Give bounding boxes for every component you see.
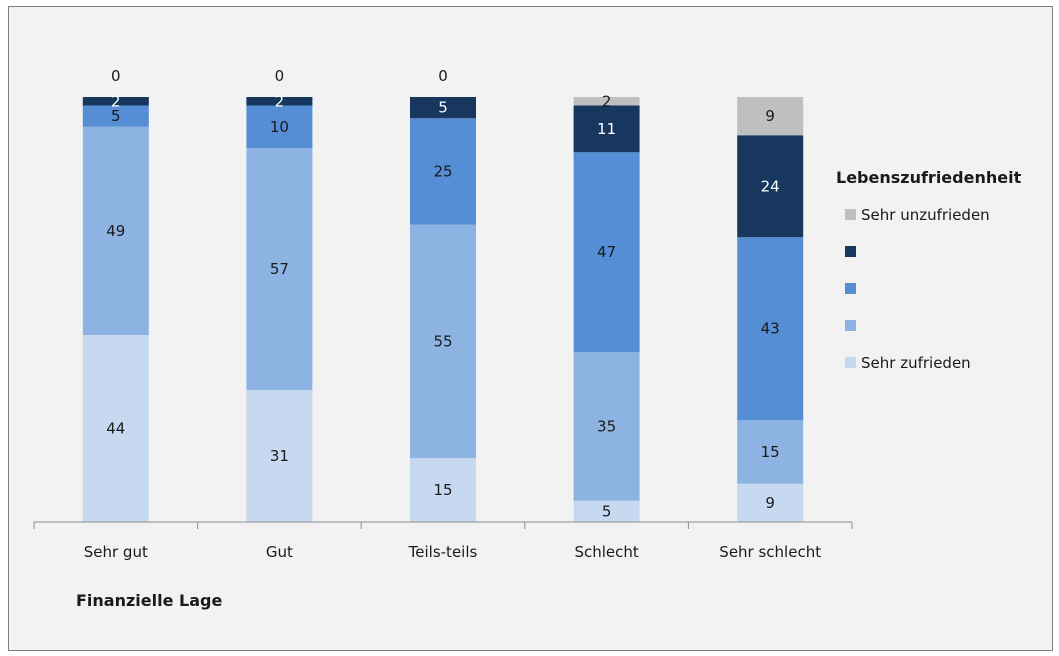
bar-stack: 31 57 10 2 0 — [246, 67, 313, 522]
stacked-bar-chart: 444952031571020155525505354711291543249 … — [33, 67, 1022, 610]
data-label: 31 — [270, 447, 289, 465]
legend-swatch — [845, 246, 856, 257]
data-label: 55 — [433, 332, 452, 350]
data-label: 15 — [761, 443, 780, 461]
data-label: 0 — [438, 67, 448, 85]
data-label: 35 — [597, 417, 616, 435]
bar-segment — [246, 97, 313, 106]
data-label: 10 — [270, 118, 289, 136]
x-tick-label: Sehr schlecht — [719, 543, 821, 561]
data-label: 2 — [275, 92, 285, 110]
data-label: 25 — [433, 162, 452, 180]
data-label: 15 — [433, 481, 452, 499]
bar-segment — [573, 500, 640, 522]
bar-segment — [246, 390, 313, 522]
x-tick-label: Gut — [266, 543, 293, 561]
legend-label: Sehr unzufrieden — [861, 206, 990, 224]
data-label: 11 — [597, 120, 616, 138]
legend: Lebenszufriedenheit Sehr unzufrieden Sehr… — [836, 168, 1022, 372]
bar-segment — [82, 105, 149, 127]
bar-stack: 9 15 43 24 9 — [737, 97, 804, 522]
data-label: 47 — [597, 243, 616, 261]
legend-title: Lebenszufriedenheit — [836, 168, 1022, 187]
bar-stack: 15 55 25 5 0 — [410, 67, 476, 522]
data-label: 5 — [602, 502, 612, 520]
bar-segment — [246, 148, 313, 391]
data-label: 43 — [761, 320, 780, 338]
bar-segment — [410, 97, 476, 119]
x-axis-title: Finanzielle Lage — [76, 591, 222, 610]
x-axis: Sehr gut Gut Teils-teils Schlecht Sehr schle… — [33, 521, 853, 561]
bar-segment — [573, 352, 640, 501]
legend-swatch — [845, 283, 856, 294]
bar-segment — [737, 135, 804, 238]
bar-segment — [573, 97, 640, 106]
bar-segment — [737, 420, 804, 484]
data-label: 57 — [270, 260, 289, 278]
data-label: 49 — [106, 222, 125, 240]
bar-segment — [82, 335, 149, 522]
data-label: 9 — [765, 107, 775, 125]
data-label: 44 — [106, 420, 125, 438]
data-label: 5 — [111, 107, 121, 125]
data-label: 24 — [761, 177, 780, 195]
bar-stack: 44 49 52 0 — [82, 67, 149, 522]
bar-segment — [246, 105, 313, 148]
bar-stack: 5 35 47 11 2 — [573, 92, 640, 522]
bar-segment — [410, 224, 476, 459]
chart-frame: 44 49 5 2 0 31 57 10 2 0 15 55 25 5 0 5 35 47 11 2 9 15 43 24 9 … — [8, 6, 1053, 651]
legend-swatch — [845, 357, 856, 368]
x-tick-label: Schlecht — [574, 543, 638, 561]
bar-segment — [737, 237, 804, 420]
bar-segment — [737, 97, 804, 136]
bar-segment — [573, 152, 640, 352]
x-tick-label: Teils-teils — [408, 543, 478, 561]
legend-label: Sehr zufrieden — [861, 354, 971, 372]
bar-segment — [737, 483, 804, 522]
data-label: 2 — [111, 92, 121, 110]
data-label: 2 — [602, 92, 612, 110]
data-label: 5 — [438, 99, 448, 117]
bar-segment — [410, 118, 476, 225]
data-label: 0 — [111, 67, 121, 85]
data-label: 9 — [765, 494, 775, 512]
bar-segment — [573, 105, 640, 153]
x-tick-label: Sehr gut — [84, 543, 148, 561]
legend-swatch — [845, 209, 856, 220]
data-label: 0 — [275, 67, 285, 85]
legend-swatch — [845, 320, 856, 331]
bar-segment — [82, 126, 149, 335]
bar-segment — [82, 97, 149, 106]
bar-segment — [410, 458, 476, 522]
